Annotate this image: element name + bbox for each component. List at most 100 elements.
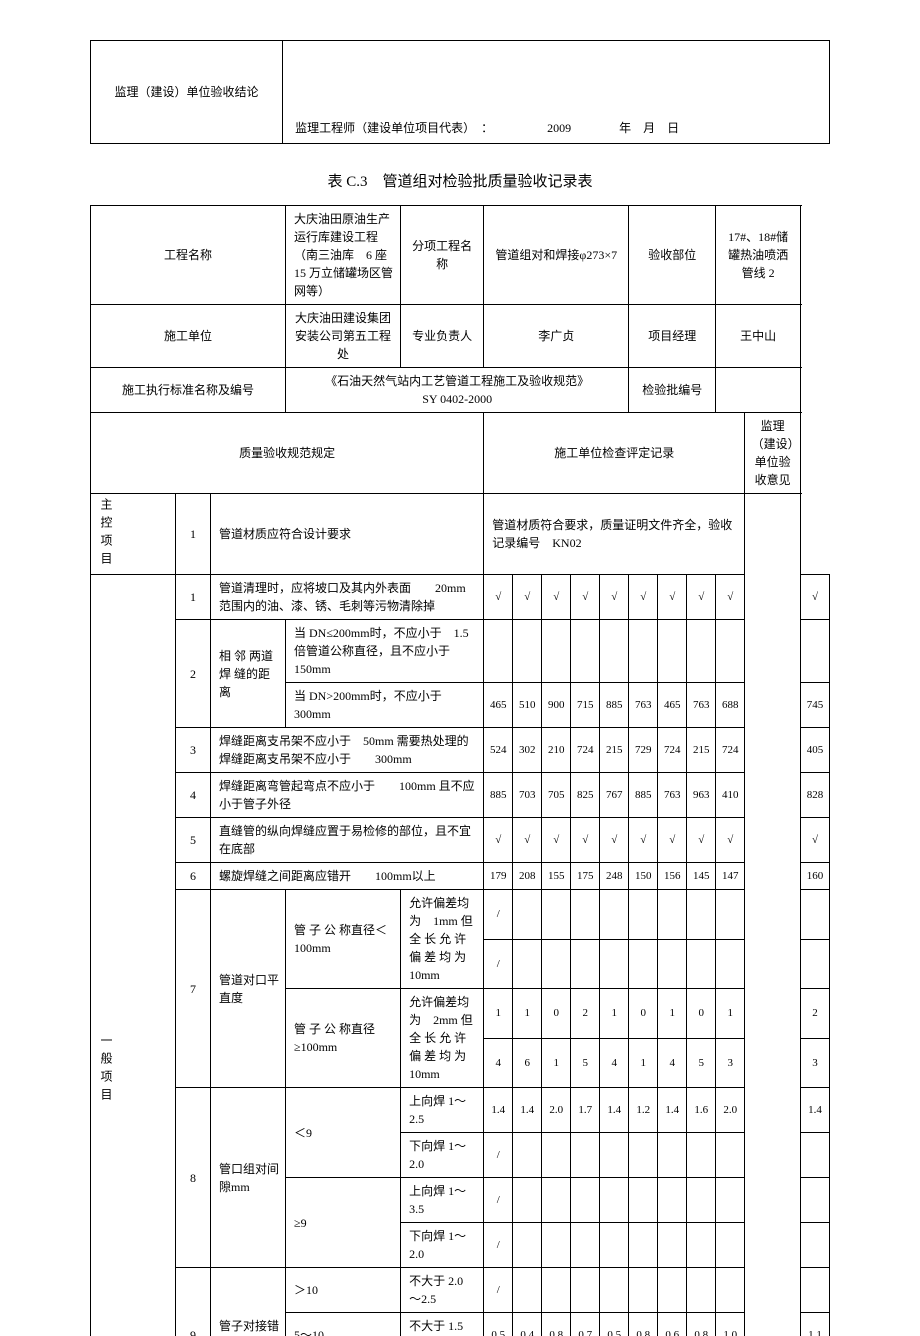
g9b-6: 0.6 <box>658 1313 687 1336</box>
g1-c3: √ <box>571 575 600 620</box>
g1-no: 1 <box>176 575 211 620</box>
g8a1-9: 1.4 <box>801 1088 830 1133</box>
accept-part-label: 验收部位 <box>629 206 716 305</box>
g2-label: 相 邻 两道 焊 缝的距离 <box>211 620 286 728</box>
g9b-8: 1.0 <box>716 1313 745 1336</box>
g7b2-3: 5 <box>571 1038 600 1088</box>
g8a2-0: / <box>484 1133 513 1178</box>
g5-0: √ <box>484 818 513 863</box>
g3-1: 302 <box>513 728 542 773</box>
g5-no: 5 <box>176 818 211 863</box>
g9a-8 <box>716 1268 745 1313</box>
g8a1-2: 2.0 <box>542 1088 571 1133</box>
g4-3: 825 <box>571 773 600 818</box>
g7a1-0: / <box>484 890 513 940</box>
g2b-9: 745 <box>801 683 830 728</box>
g7a2-9 <box>801 939 830 989</box>
g7-label: 管道对口平直度 <box>211 890 286 1088</box>
g4-7: 963 <box>687 773 716 818</box>
g8b1-9 <box>801 1178 830 1223</box>
g4-6: 763 <box>658 773 687 818</box>
g9a-0: / <box>484 1268 513 1313</box>
g8b2-2 <box>542 1223 571 1268</box>
g8b2-spec: 下向焊 1～2.0 <box>401 1223 484 1268</box>
g5-4: √ <box>600 818 629 863</box>
g8b2-1 <box>513 1223 542 1268</box>
g8a1-spec: 上向焊 1～2.5 <box>401 1088 484 1133</box>
g8a1-5: 1.2 <box>629 1088 658 1133</box>
g2b-6: 465 <box>658 683 687 728</box>
g3-9: 405 <box>801 728 830 773</box>
g8b1-3 <box>571 1178 600 1223</box>
g3-6: 724 <box>658 728 687 773</box>
g7b1-8: 1 <box>716 989 745 1039</box>
constr-unit-label: 施工单位 <box>91 305 286 368</box>
g7b-cond: 管 子 公 称直径≥100mm <box>286 989 401 1088</box>
g8a1-1: 1.4 <box>513 1088 542 1133</box>
g8a-cond: ＜9 <box>286 1088 401 1178</box>
g9b-1: 0.4 <box>513 1313 542 1336</box>
g9a-6 <box>658 1268 687 1313</box>
g5-5: √ <box>629 818 658 863</box>
g8b2-3 <box>571 1223 600 1268</box>
g7b2-8: 3 <box>716 1038 745 1088</box>
pro-leader-label: 专业负责人 <box>401 305 484 368</box>
g7b1-0: 1 <box>484 989 513 1039</box>
g2b-5: 763 <box>629 683 658 728</box>
g9a-cond: ＞10 <box>286 1268 401 1313</box>
g4-5: 885 <box>629 773 658 818</box>
top-left-label: 监理（建设）单位验收结论 <box>91 41 283 144</box>
supervisor-opinion-cell <box>745 494 801 1336</box>
g8a2-1 <box>513 1133 542 1178</box>
g7a2-4 <box>600 939 629 989</box>
g9a-5 <box>629 1268 658 1313</box>
g6-7: 145 <box>687 863 716 890</box>
g5-2: √ <box>542 818 571 863</box>
main-control-label: 主控项目 <box>91 494 176 575</box>
g7a2-7 <box>687 939 716 989</box>
sub-proj-value: 管道组对和焊接φ273×7 <box>484 206 629 305</box>
g8a1-8: 2.0 <box>716 1088 745 1133</box>
g7a2-5 <box>629 939 658 989</box>
g8a1-4: 1.4 <box>600 1088 629 1133</box>
mc-row1-record: 管道材质符合要求，质量证明文件齐全，验收记录编号 KN02 <box>484 494 745 575</box>
g5-7: √ <box>687 818 716 863</box>
g6-spec: 螺旋焊缝之间距离应错开 100mm以上 <box>211 863 484 890</box>
g7a2-3 <box>571 939 600 989</box>
g3-8: 724 <box>716 728 745 773</box>
g4-4: 767 <box>600 773 629 818</box>
g7a1-4 <box>600 890 629 940</box>
g8b2-5 <box>629 1223 658 1268</box>
g8b2-9 <box>801 1223 830 1268</box>
g8a2-5 <box>629 1133 658 1178</box>
g2a-9 <box>801 620 830 683</box>
accept-part-value: 17#、18#储罐热油喷洒管线 2 <box>716 206 801 305</box>
g2b-7: 763 <box>687 683 716 728</box>
g4-8: 410 <box>716 773 745 818</box>
g1-c4: √ <box>600 575 629 620</box>
g6-6: 156 <box>658 863 687 890</box>
g8a1-6: 1.4 <box>658 1088 687 1133</box>
g2a-7 <box>687 620 716 683</box>
g8b1-4 <box>600 1178 629 1223</box>
quality-spec-header: 质量验收规范规定 <box>91 413 484 494</box>
g8a2-spec: 下向焊 1～2.0 <box>401 1133 484 1178</box>
pm-value: 王中山 <box>716 305 801 368</box>
g8a2-3 <box>571 1133 600 1178</box>
constr-unit-value: 大庆油田建设集团 安装公司第五工程处 <box>286 305 401 368</box>
g8a1-3: 1.7 <box>571 1088 600 1133</box>
g7b2-1: 6 <box>513 1038 542 1088</box>
g4-spec: 焊缝距离弯管起弯点不应小于 100mm 且不应小于管子外径 <box>211 773 484 818</box>
std-value: 《石油天然气站内工艺管道工程施工及验收规范》 SY 0402-2000 <box>286 368 629 413</box>
supervisor-opinion-header: 监理（建设）单位验收意见 <box>745 413 801 494</box>
g4-no: 4 <box>176 773 211 818</box>
g8a2-9 <box>801 1133 830 1178</box>
g7b2-6: 4 <box>658 1038 687 1088</box>
main-table: 工程名称 大庆油田原油生产运行库建设工程（南三油库 6 座15 万立储罐场区管网… <box>90 205 830 1336</box>
g2b-0: 465 <box>484 683 513 728</box>
proj-name-value: 大庆油田原油生产运行库建设工程（南三油库 6 座15 万立储罐场区管网等） <box>286 206 401 305</box>
g6-0: 179 <box>484 863 513 890</box>
g8b1-5 <box>629 1178 658 1223</box>
g3-7: 215 <box>687 728 716 773</box>
sub-proj-label: 分项工程名称 <box>401 206 484 305</box>
